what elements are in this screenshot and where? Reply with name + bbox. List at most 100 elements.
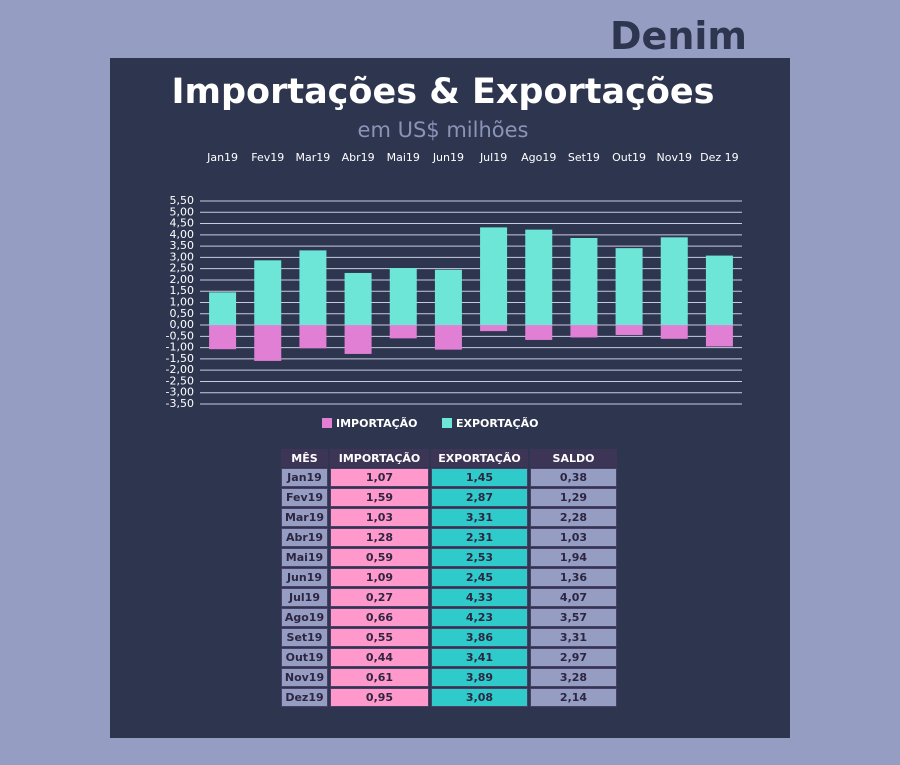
- table-cell: 1,36: [530, 568, 617, 587]
- table-cell: 3,08: [431, 688, 528, 707]
- table-cell: Dez19: [281, 688, 328, 707]
- x-tick-label: Jan19: [206, 151, 238, 164]
- table-cell: 4,07: [530, 588, 617, 607]
- brand: Denim: [610, 14, 747, 58]
- table-cell: 0,55: [330, 628, 429, 647]
- bar: [705, 325, 733, 347]
- table-header: IMPORTAÇÃO: [330, 449, 429, 467]
- x-tick-label: Jun19: [432, 151, 464, 164]
- bar: [434, 325, 462, 350]
- bar: [615, 248, 643, 326]
- chart-subtitle: em US$ milhões: [358, 118, 529, 142]
- x-tick-label: Ago19: [521, 151, 556, 164]
- table-cell: 1,59: [330, 488, 429, 507]
- table-row: Set19 0,55 3,86 3,31: [281, 628, 617, 647]
- table-header: SALDO: [530, 449, 617, 467]
- y-tick-label: -1,50: [166, 352, 194, 365]
- chart-title: Importações & Exportações: [171, 72, 714, 112]
- y-tick-label: -2,50: [166, 374, 194, 387]
- y-tick-label: -2,00: [166, 363, 194, 376]
- bar: [480, 227, 508, 326]
- table-cell: 4,23: [431, 608, 528, 627]
- bar: [209, 292, 237, 326]
- table-cell: Mar19: [281, 508, 328, 527]
- y-tick-label: 5,00: [170, 205, 195, 218]
- table-cell: 2,87: [431, 488, 528, 507]
- bar: [525, 325, 553, 340]
- y-tick-label: -3,00: [166, 386, 194, 399]
- bar: [570, 237, 598, 326]
- x-tick-label: Out19: [612, 151, 646, 164]
- legend-swatch: [322, 418, 332, 428]
- legend-label: IMPORTAÇÃO: [336, 417, 418, 430]
- y-tick-label: 1,00: [170, 296, 195, 309]
- table-cell: 3,57: [530, 608, 617, 627]
- table-cell: 0,27: [330, 588, 429, 607]
- table-cell: Mai19: [281, 548, 328, 567]
- y-tick-label: 5,50: [170, 194, 195, 207]
- table-cell: 0,38: [530, 468, 617, 487]
- bar: [570, 325, 598, 338]
- table-cell: 2,14: [530, 688, 617, 707]
- y-tick-label: 1,50: [170, 284, 195, 297]
- table-row: Mar19 1,03 3,31 2,28: [281, 508, 617, 527]
- x-tick-label: Jul19: [479, 151, 507, 164]
- x-tick-label: Abr19: [342, 151, 375, 164]
- x-tick-label: Mar19: [296, 151, 331, 164]
- table-cell: 0,44: [330, 648, 429, 667]
- y-tick-label: -3,50: [166, 397, 194, 410]
- bar: [389, 267, 417, 326]
- bar: [344, 272, 372, 326]
- y-tick-label: 3,50: [170, 239, 195, 252]
- y-tick-label: 2,00: [170, 273, 195, 286]
- bar: [615, 325, 643, 335]
- table-cell: 1,29: [530, 488, 617, 507]
- table-row: Nov19 0,61 3,89 3,28: [281, 668, 617, 687]
- table-cell: Nov19: [281, 668, 328, 687]
- table-row: Ago19 0,66 4,23 3,57: [281, 608, 617, 627]
- x-tick-label: Set19: [568, 151, 600, 164]
- table-cell: 3,41: [431, 648, 528, 667]
- table-cell: 1,45: [431, 468, 528, 487]
- legend-swatch: [442, 418, 452, 428]
- table-cell: 3,89: [431, 668, 528, 687]
- bar: [344, 325, 372, 354]
- data-table: MÊS IMPORTAÇÃO EXPORTAÇÃO SALDO Jan19 1,07 1,4…: [279, 448, 619, 708]
- table-cell: 1,94: [530, 548, 617, 567]
- bar: [705, 255, 733, 326]
- table-cell: Fev19: [281, 488, 328, 507]
- bar: [480, 325, 508, 332]
- y-tick-label: 0,50: [170, 307, 195, 320]
- bar: [254, 260, 282, 326]
- table-cell: 4,33: [431, 588, 528, 607]
- table-cell: 2,53: [431, 548, 528, 567]
- table-header: MÊS: [281, 449, 328, 467]
- bar: [254, 325, 282, 361]
- table-row: Dez19 0,95 3,08 2,14: [281, 688, 617, 707]
- table-cell: 1,03: [530, 528, 617, 547]
- bar: [299, 325, 327, 349]
- table-row: Jul19 0,27 4,33 4,07: [281, 588, 617, 607]
- bar: [525, 229, 553, 326]
- table-cell: 1,03: [330, 508, 429, 527]
- legend-label: EXPORTAÇÃO: [456, 417, 538, 430]
- table-cell: Ago19: [281, 608, 328, 627]
- bar: [389, 325, 417, 339]
- x-tick-label: Nov19: [657, 151, 692, 164]
- x-tick-label: Dez 19: [700, 151, 739, 164]
- y-tick-label: -0,50: [166, 329, 194, 342]
- table-row: Abr19 1,28 2,31 1,03: [281, 528, 617, 547]
- table-row: Mai19 0,59 2,53 1,94: [281, 548, 617, 567]
- table-row: Jan19 1,07 1,45 0,38: [281, 468, 617, 487]
- bar: [660, 325, 688, 339]
- y-tick-label: 2,50: [170, 262, 195, 275]
- y-tick-label: 0,00: [170, 318, 195, 331]
- y-tick-label: 3,00: [170, 250, 195, 263]
- table-row: Fev19 1,59 2,87 1,29: [281, 488, 617, 507]
- bar: [299, 250, 327, 326]
- table-cell: Jun19: [281, 568, 328, 587]
- table-cell: 2,45: [431, 568, 528, 587]
- table-header: EXPORTAÇÃO: [431, 449, 528, 467]
